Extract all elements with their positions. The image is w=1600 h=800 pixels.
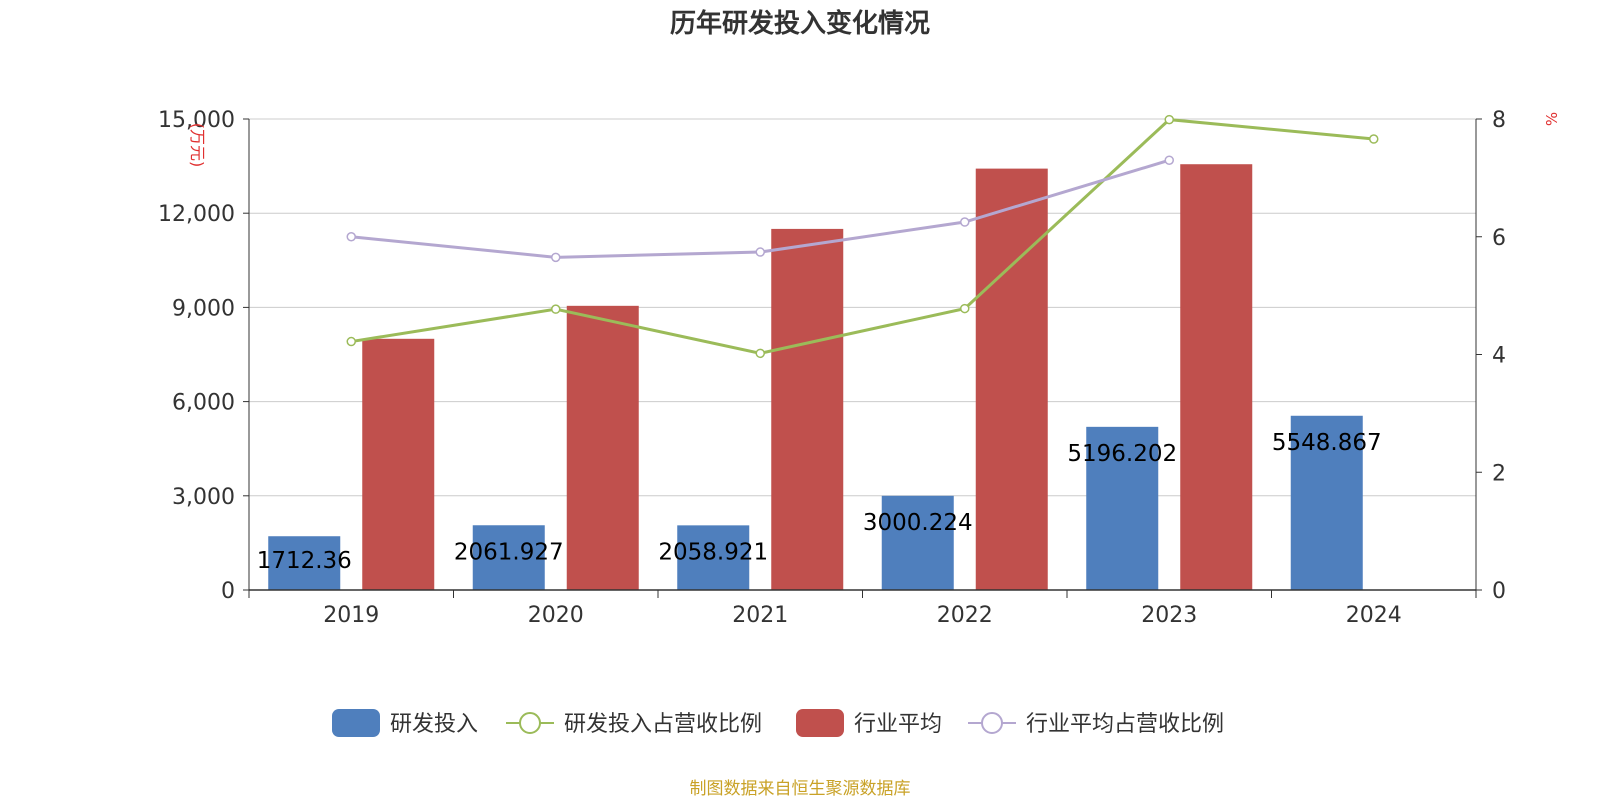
y-left-tick-label: 0 bbox=[221, 579, 235, 604]
data-label: 2061.927 bbox=[454, 539, 564, 565]
x-tick-label: 2024 bbox=[1346, 603, 1402, 628]
legend[interactable]: 研发投入 研发投入占营收比例 行业平均 行业平均占营收比例 bbox=[332, 709, 1224, 737]
x-tick-label: 2023 bbox=[1141, 603, 1197, 628]
data-label: 1712.36 bbox=[257, 548, 352, 574]
legend-item[interactable]: 研发投入占营收比例 bbox=[506, 712, 762, 737]
line-point bbox=[551, 304, 561, 314]
line-point bbox=[755, 348, 765, 359]
legend-swatch-marker bbox=[981, 712, 1003, 734]
y-left-tick-label: 3,000 bbox=[172, 485, 235, 510]
line-point bbox=[960, 217, 970, 227]
legend-swatch bbox=[332, 709, 380, 737]
x-tick-label: 2019 bbox=[323, 603, 379, 628]
line-point bbox=[1164, 114, 1174, 125]
y-right-tick-label: 0 bbox=[1492, 579, 1506, 604]
legend-swatch bbox=[796, 709, 844, 737]
bar bbox=[1180, 164, 1253, 590]
y-left-tick-label: 9,000 bbox=[172, 296, 235, 321]
y-right-tick-label: 4 bbox=[1492, 344, 1506, 369]
legend-label: 行业平均 bbox=[854, 712, 942, 737]
bar bbox=[566, 305, 639, 590]
x-tick-label: 2020 bbox=[528, 603, 584, 628]
data-label: 2058.921 bbox=[658, 539, 768, 565]
legend-item[interactable]: 行业平均 bbox=[796, 709, 942, 737]
bar bbox=[1086, 426, 1159, 590]
line-point bbox=[346, 336, 356, 347]
legend-label: 研发投入占营收比例 bbox=[564, 712, 762, 737]
data-label: 5548.867 bbox=[1272, 430, 1382, 456]
data-label: 3000.224 bbox=[863, 510, 973, 536]
legend-label: 行业平均占营收比例 bbox=[1026, 712, 1224, 737]
data-label: 5196.202 bbox=[1067, 441, 1177, 467]
line-point bbox=[346, 232, 356, 242]
y-left-unit-label: (万元) bbox=[188, 123, 207, 168]
line-point bbox=[960, 303, 970, 314]
y-right-tick-label: 6 bbox=[1492, 226, 1506, 251]
line-point bbox=[1369, 134, 1379, 144]
source-note: 制图数据来自恒生聚源数据库 bbox=[690, 779, 911, 799]
bar bbox=[268, 536, 341, 590]
bar bbox=[1290, 415, 1363, 590]
y-right-tick-label: 8 bbox=[1492, 108, 1506, 133]
line-point bbox=[755, 247, 765, 257]
x-tick-label: 2022 bbox=[937, 603, 993, 628]
data-labels: 1712.36 2061.927 2058.921 3000.224 5196.202 5… bbox=[257, 430, 1382, 574]
x-tick-label: 2021 bbox=[732, 603, 788, 628]
series-line bbox=[351, 118, 1374, 355]
bars bbox=[268, 164, 1363, 590]
chart-title: 历年研发投入变化情况 bbox=[670, 8, 930, 39]
y-left-tick-label: 6,000 bbox=[172, 391, 235, 416]
legend-item[interactable]: 研发投入 bbox=[332, 709, 478, 737]
lines bbox=[346, 114, 1379, 359]
line-point bbox=[1164, 155, 1174, 165]
y-left-tick-label: 12,000 bbox=[158, 202, 235, 227]
y-right-tick-label: 2 bbox=[1492, 461, 1506, 486]
bar bbox=[881, 495, 954, 590]
legend-label: 研发投入 bbox=[390, 712, 478, 737]
y-right-unit-label: % bbox=[1543, 112, 1561, 126]
y-left-tick-label: 15,000 bbox=[158, 108, 235, 133]
gridlines bbox=[249, 118, 1476, 497]
bar bbox=[771, 228, 844, 590]
bar bbox=[362, 338, 435, 590]
legend-item[interactable]: 行业平均占营收比例 bbox=[968, 712, 1224, 737]
bar bbox=[472, 525, 545, 590]
bar bbox=[975, 168, 1048, 590]
axes: 0 3,000 6,000 9,000 12,000 15,000 0 2 4 6 8 (万元)% 20… bbox=[158, 108, 1561, 628]
line-point bbox=[551, 252, 561, 263]
legend-swatch-marker bbox=[519, 712, 541, 734]
bar bbox=[677, 525, 750, 590]
